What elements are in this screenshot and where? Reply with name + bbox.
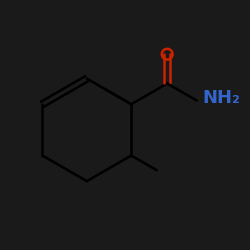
Text: NH₂: NH₂ [202,89,240,107]
